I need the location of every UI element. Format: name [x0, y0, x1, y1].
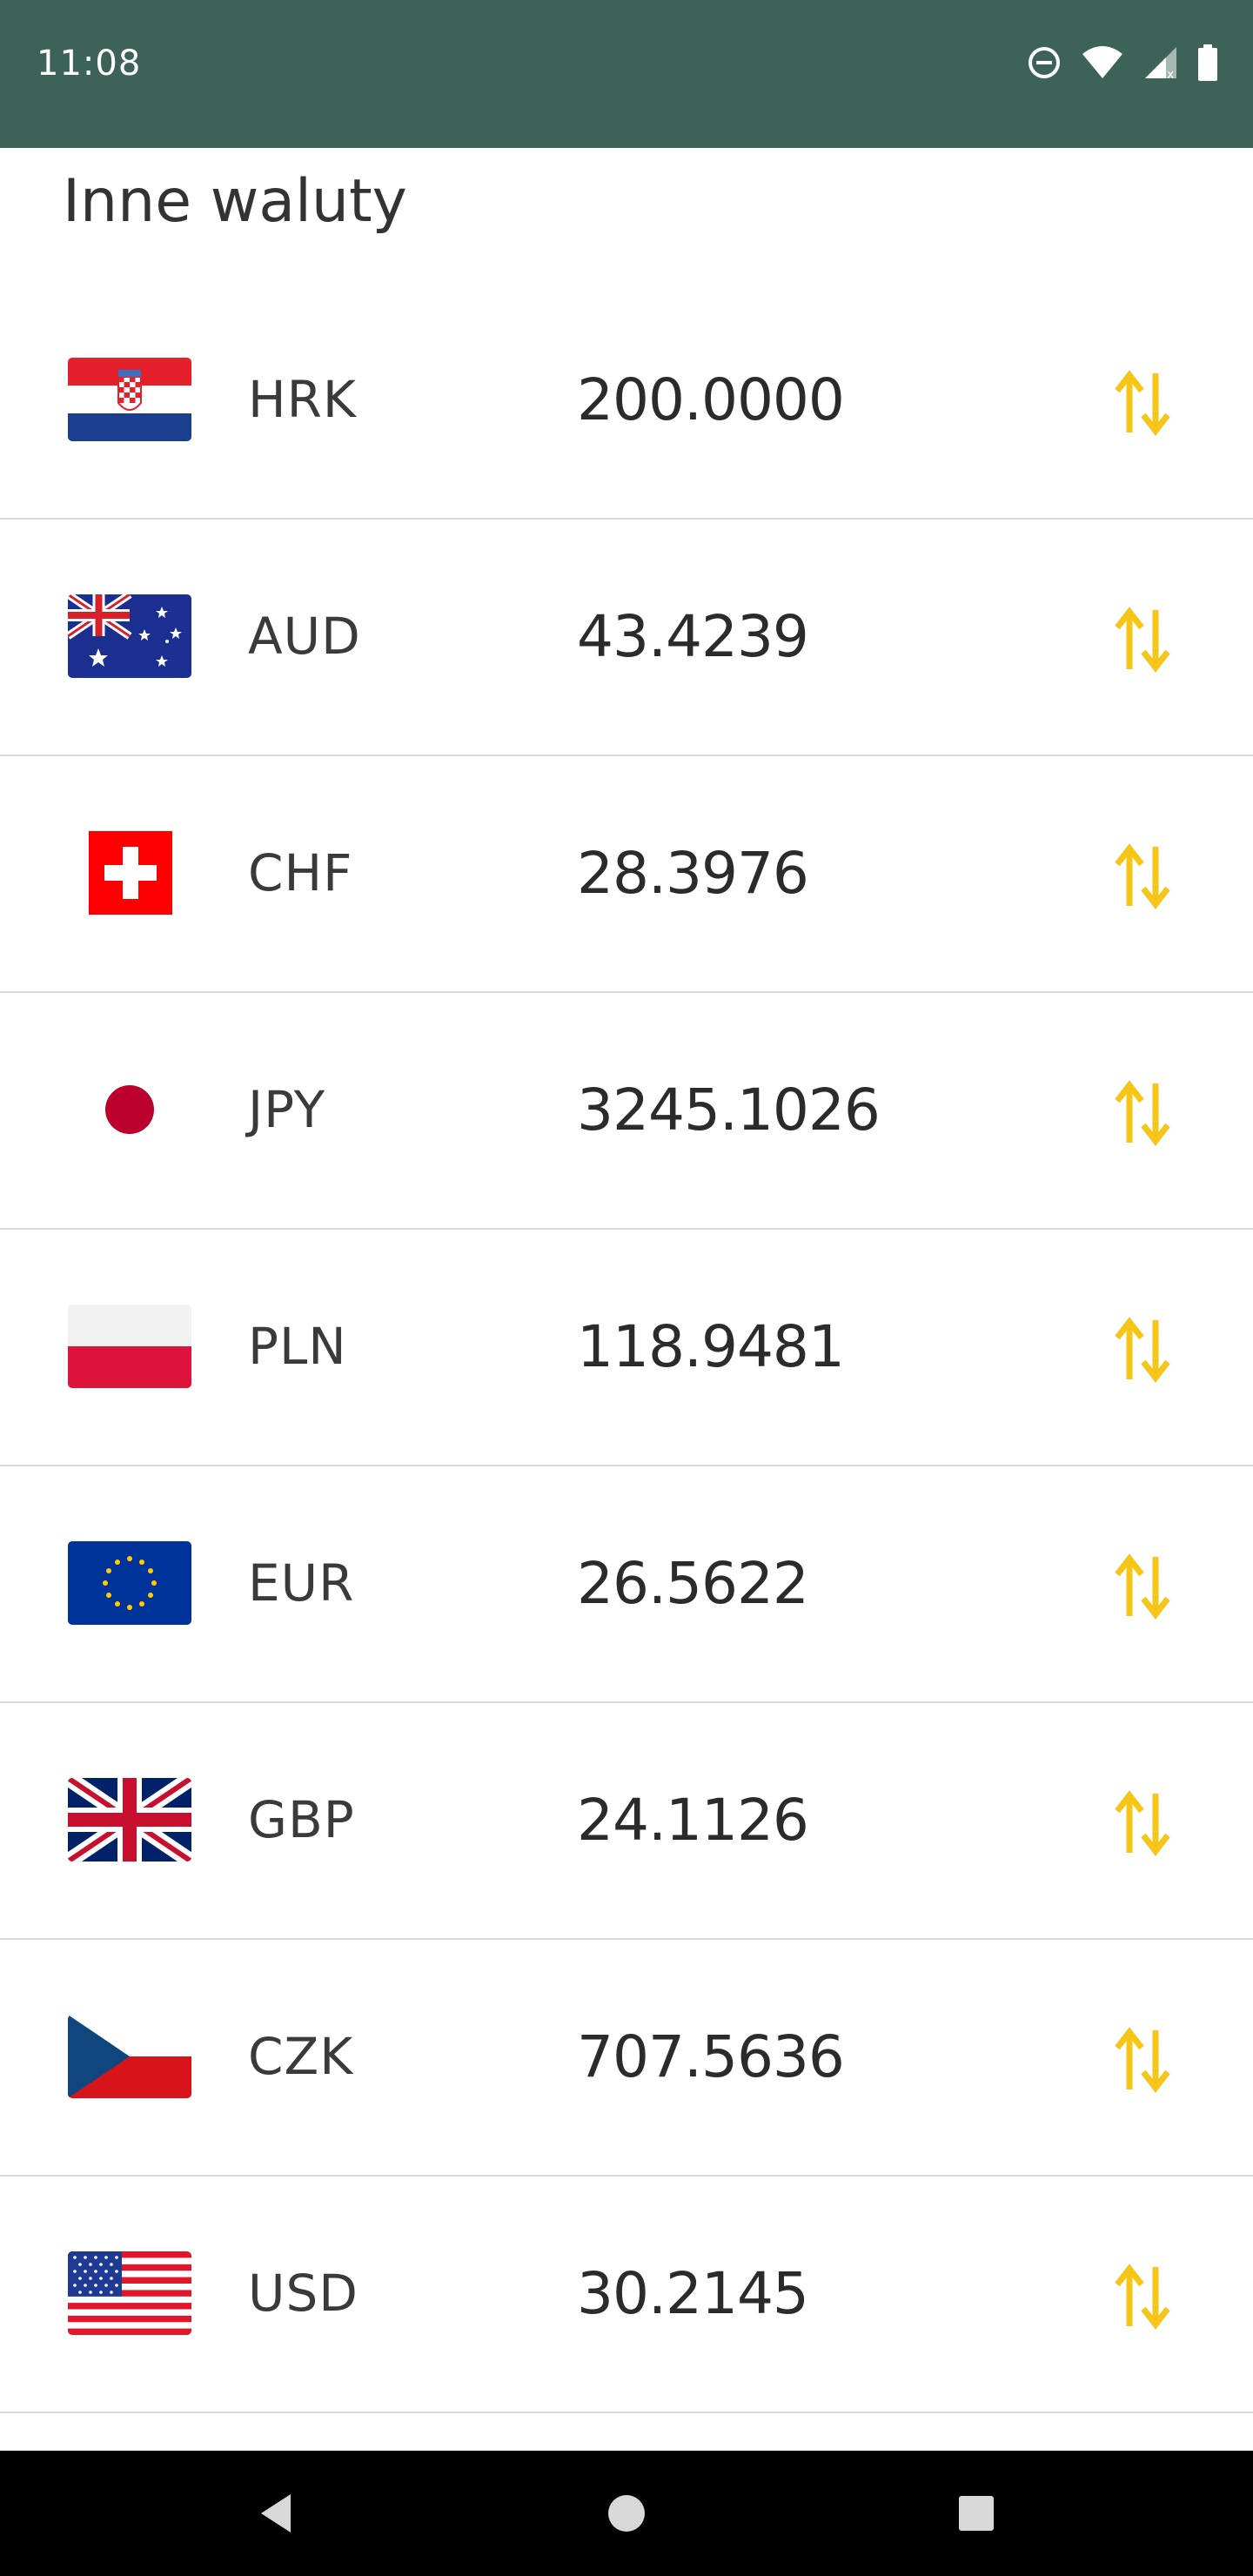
currency-row-eur[interactable]: EUR 26.5622 — [0, 1466, 1253, 1703]
swap-arrows-icon[interactable] — [1112, 1550, 1173, 1623]
czech-flag-icon — [68, 2015, 191, 2098]
currency-list: HRK 200.0000 — [0, 283, 1253, 2413]
currency-code: JPY — [248, 1080, 326, 1139]
signal-icon: x — [1145, 47, 1176, 80]
currency-value: 43.4239 — [577, 603, 809, 670]
swap-arrows-icon[interactable] — [1112, 2023, 1173, 2096]
currency-row-jpy[interactable]: JPY 3245.1026 — [0, 993, 1253, 1230]
currency-value: 30.2145 — [577, 2260, 809, 2327]
swap-arrows-icon[interactable] — [1112, 840, 1173, 913]
currency-code: HRK — [248, 370, 357, 429]
currency-code: PLN — [248, 1317, 347, 1376]
home-icon[interactable] — [599, 2485, 654, 2541]
svg-text:x: x — [1167, 68, 1174, 80]
currency-row-chf[interactable]: CHF 28.3976 — [0, 756, 1253, 993]
currency-code: CZK — [248, 2027, 354, 2086]
currency-value: 707.5636 — [577, 2023, 845, 2090]
swap-arrows-icon[interactable] — [1112, 1313, 1173, 1386]
currency-row-usd[interactable]: USD 30.2145 — [0, 2177, 1253, 2413]
recents-icon[interactable] — [948, 2485, 1004, 2541]
wifi-icon — [1082, 46, 1122, 78]
currency-value: 24.1126 — [577, 1787, 809, 1854]
status-icons: x — [1027, 42, 1218, 84]
currency-code: AUD — [248, 607, 361, 666]
battery-icon — [1198, 44, 1217, 81]
japan-flag-icon — [68, 1068, 191, 1151]
status-time: 11:08 — [37, 44, 142, 84]
navigation-bar — [0, 2451, 1253, 2576]
currency-value: 118.9481 — [577, 1313, 845, 1380]
section-title: Inne waluty — [63, 167, 407, 236]
back-icon[interactable] — [251, 2485, 306, 2541]
currency-row-aud[interactable]: AUD 43.4239 — [0, 520, 1253, 756]
currency-row-pln[interactable]: PLN 118.9481 — [0, 1230, 1253, 1466]
currency-row-czk[interactable]: CZK 707.5636 — [0, 1940, 1253, 2177]
currency-row-gbp[interactable]: GBP 24.1126 — [0, 1703, 1253, 1940]
uk-flag-icon — [68, 1778, 191, 1862]
currency-value: 200.0000 — [577, 366, 845, 433]
swap-arrows-icon[interactable] — [1112, 1077, 1173, 1150]
currency-code: EUR — [248, 1553, 355, 1613]
swap-arrows-icon[interactable] — [1112, 2260, 1173, 2333]
currency-code: USD — [248, 2264, 358, 2323]
do-not-disturb-icon — [1029, 47, 1060, 78]
poland-flag-icon — [68, 1305, 191, 1388]
currency-value: 26.5622 — [577, 1550, 809, 1617]
switzerland-flag-icon — [89, 831, 172, 915]
currency-row-hrk[interactable]: HRK 200.0000 — [0, 283, 1253, 520]
croatia-flag-icon — [68, 358, 191, 441]
currency-value: 3245.1026 — [577, 1077, 881, 1144]
swap-arrows-icon[interactable] — [1112, 603, 1173, 676]
currency-value: 28.3976 — [577, 840, 809, 907]
australia-flag-icon — [68, 594, 191, 678]
currency-code: GBP — [248, 1790, 355, 1849]
swap-arrows-icon[interactable] — [1112, 1787, 1173, 1860]
eu-flag-icon — [68, 1541, 191, 1625]
currency-code: CHF — [248, 843, 353, 902]
status-bar: 11:08 x — [0, 0, 1253, 148]
usa-flag-icon — [68, 2251, 191, 2335]
swap-arrows-icon[interactable] — [1112, 366, 1173, 439]
